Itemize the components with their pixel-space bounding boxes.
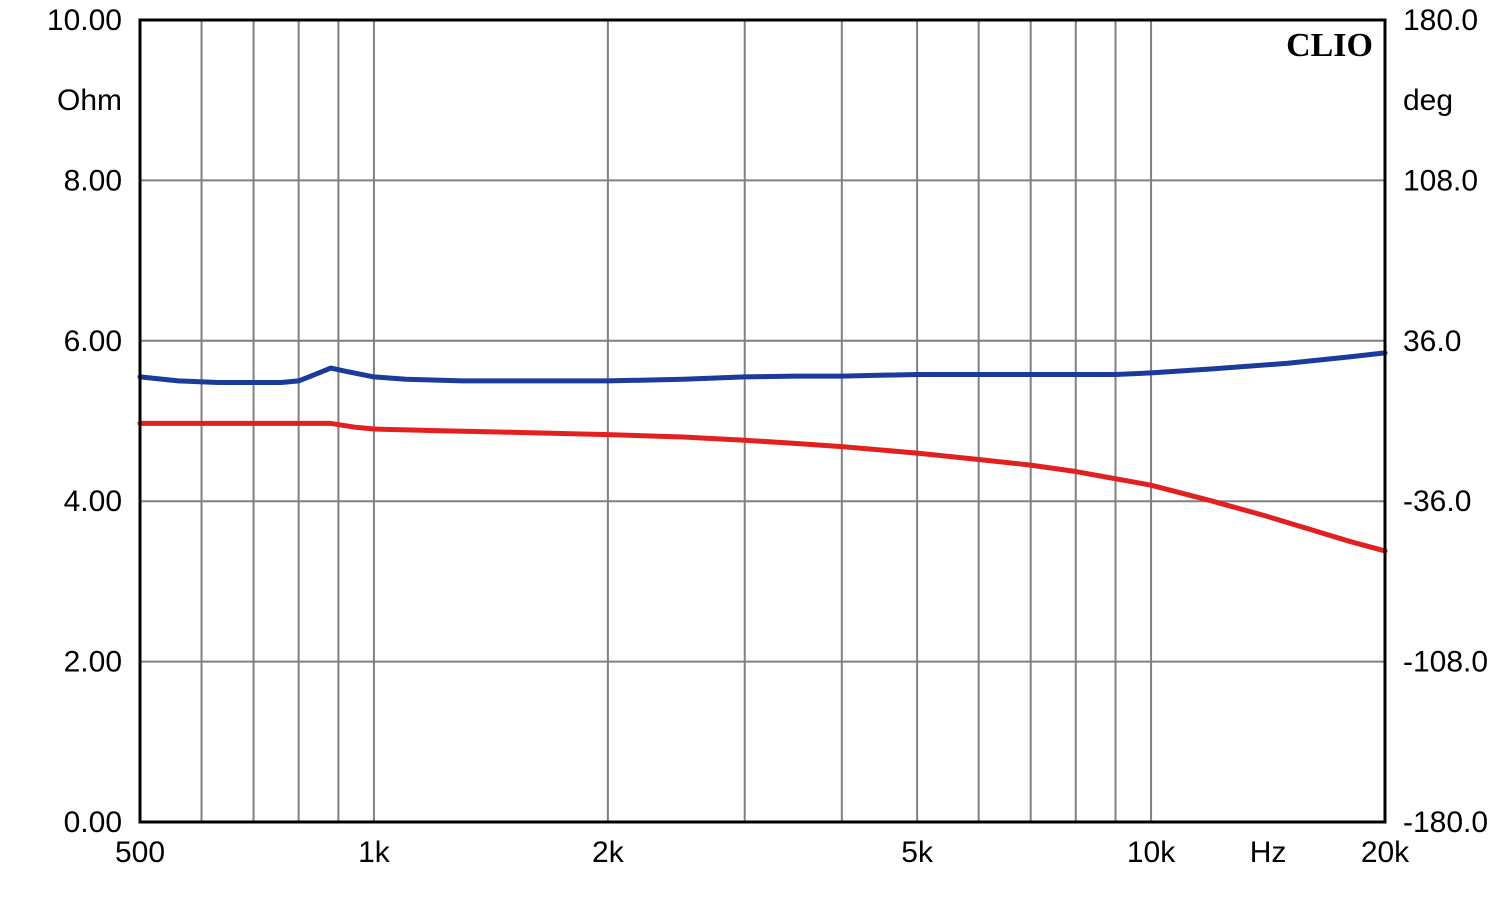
x-tick-label: 1k (358, 836, 391, 869)
y-right-tick-label: 108.0 (1403, 164, 1478, 197)
y-right-tick-label: -180.0 (1403, 806, 1488, 839)
y-right-tick-label: -108.0 (1403, 646, 1488, 679)
y-right-tick-label: 36.0 (1403, 325, 1461, 358)
y-left-tick-label: 6.00 (64, 325, 122, 358)
y-left-unit-label: Ohm (57, 84, 122, 117)
y-right-unit-label: deg (1403, 84, 1453, 117)
x-tick-label: 500 (115, 836, 165, 869)
y-left-tick-label: 4.00 (64, 485, 122, 518)
x-tick-label: 5k (901, 836, 934, 869)
x-tick-label: 20k (1361, 836, 1410, 869)
x-tick-label: 2k (592, 836, 625, 869)
chart-wrapper: CLIO 0.00 2.00 4.00 6.00 8.00 10.00 Ohm -180.0 -1… (0, 0, 1500, 899)
x-unit-label: Hz (1250, 836, 1287, 869)
y-left-tick-label: 10.00 (47, 4, 122, 37)
impedance-phase-chart: CLIO 0.00 2.00 4.00 6.00 8.00 10.00 Ohm -180.0 -1… (0, 0, 1500, 899)
y-right-tick-label: -36.0 (1403, 485, 1471, 518)
y-right-tick-label: 180.0 (1403, 4, 1478, 37)
y-left-tick-label: 8.00 (64, 164, 122, 197)
y-left-tick-label: 0.00 (64, 806, 122, 839)
y-left-tick-label: 2.00 (64, 646, 122, 679)
watermark-label: CLIO (1286, 27, 1373, 64)
x-tick-label: 10k (1127, 836, 1176, 869)
